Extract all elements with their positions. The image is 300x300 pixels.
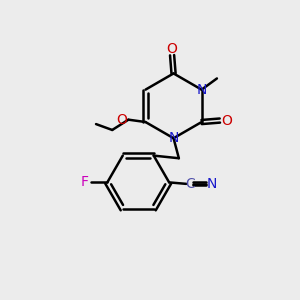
Text: N: N	[196, 82, 207, 97]
Text: O: O	[167, 42, 178, 56]
Text: N: N	[168, 131, 179, 145]
Text: N: N	[207, 177, 217, 191]
Text: C: C	[185, 177, 195, 191]
Text: F: F	[81, 176, 88, 189]
Text: O: O	[221, 114, 232, 128]
Text: O: O	[116, 113, 128, 127]
